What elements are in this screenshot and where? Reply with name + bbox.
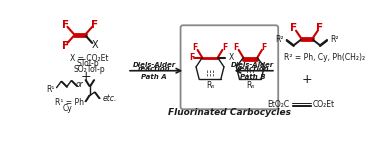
Text: F: F [262, 43, 267, 52]
Text: F: F [62, 41, 69, 51]
Text: F: F [193, 43, 198, 52]
Text: X: X [229, 53, 234, 62]
Text: STol-p: STol-p [77, 59, 99, 68]
Text: R² = Ph, Cy, Ph(CH₂)₂: R² = Ph, Cy, Ph(CH₂)₂ [284, 53, 365, 62]
Text: R²: R² [275, 35, 284, 44]
Text: Diels-Alder: Diels-Alder [133, 62, 176, 68]
Text: R²: R² [330, 35, 339, 44]
Text: F: F [290, 23, 297, 33]
Text: F: F [222, 43, 227, 52]
Text: X = CO₂Et: X = CO₂Et [71, 54, 109, 63]
Text: EtO₂C: EtO₂C [268, 100, 290, 109]
Text: F: F [316, 23, 324, 33]
Text: +: + [81, 70, 91, 83]
Text: R¹ = Ph: R¹ = Ph [55, 98, 84, 107]
Text: CO₂Et: CO₂Et [312, 100, 335, 109]
Text: SO₂Tol-p: SO₂Tol-p [74, 65, 105, 74]
Text: Path B: Path B [240, 74, 265, 80]
Text: Rₙ: Rₙ [246, 81, 254, 90]
Text: Cy: Cy [63, 104, 73, 113]
Text: Fluorinated Carbocycles: Fluorinated Carbocycles [168, 108, 291, 117]
Text: F: F [234, 43, 239, 52]
Text: Path A: Path A [141, 74, 167, 80]
Text: F: F [189, 53, 194, 62]
Text: F: F [62, 20, 69, 30]
Text: X: X [92, 40, 99, 50]
Text: Diels-Alder: Diels-Alder [231, 62, 274, 68]
Text: reaction: reaction [236, 66, 269, 72]
FancyBboxPatch shape [181, 25, 278, 109]
Text: reaction: reaction [138, 66, 170, 72]
Text: Rₙ: Rₙ [206, 81, 214, 90]
Text: F: F [91, 20, 98, 30]
Text: R¹: R¹ [46, 85, 55, 94]
Text: or: or [76, 80, 84, 89]
Text: +: + [302, 73, 312, 86]
Text: etc.: etc. [102, 94, 117, 103]
